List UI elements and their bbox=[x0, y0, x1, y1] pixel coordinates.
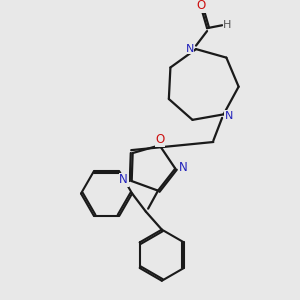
Text: O: O bbox=[156, 133, 165, 146]
Text: N: N bbox=[225, 111, 233, 121]
Text: N: N bbox=[119, 173, 128, 186]
Text: N: N bbox=[185, 44, 194, 53]
Text: O: O bbox=[196, 0, 206, 12]
Text: N: N bbox=[179, 160, 188, 174]
Text: H: H bbox=[223, 20, 232, 30]
